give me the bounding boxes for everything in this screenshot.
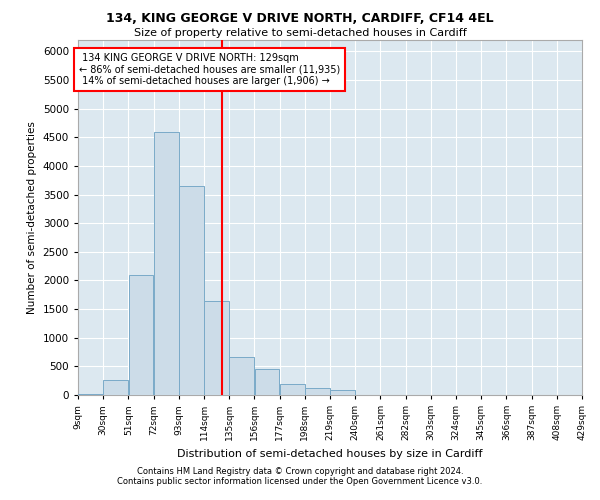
- Text: 134, KING GEORGE V DRIVE NORTH, CARDIFF, CF14 4EL: 134, KING GEORGE V DRIVE NORTH, CARDIFF,…: [106, 12, 494, 26]
- Bar: [254, 369, 280, 395]
- Bar: [204, 300, 229, 395]
- Text: Contains HM Land Registry data © Crown copyright and database right 2024.: Contains HM Land Registry data © Crown c…: [137, 467, 463, 476]
- Text: Size of property relative to semi-detached houses in Cardiff: Size of property relative to semi-detach…: [134, 28, 466, 38]
- Bar: [280, 384, 305, 395]
- X-axis label: Distribution of semi-detached houses by size in Cardiff: Distribution of semi-detached houses by …: [177, 448, 483, 458]
- Bar: [103, 380, 128, 395]
- Text: Contains public sector information licensed under the Open Government Licence v3: Contains public sector information licen…: [118, 477, 482, 486]
- Bar: [78, 394, 103, 395]
- Y-axis label: Number of semi-detached properties: Number of semi-detached properties: [27, 121, 37, 314]
- Bar: [229, 356, 254, 395]
- Bar: [179, 186, 204, 395]
- Bar: [128, 275, 154, 395]
- Bar: [154, 132, 179, 395]
- Text: 134 KING GEORGE V DRIVE NORTH: 129sqm
← 86% of semi-detached houses are smaller : 134 KING GEORGE V DRIVE NORTH: 129sqm ← …: [79, 52, 340, 86]
- Bar: [330, 390, 355, 395]
- Bar: [305, 388, 330, 395]
